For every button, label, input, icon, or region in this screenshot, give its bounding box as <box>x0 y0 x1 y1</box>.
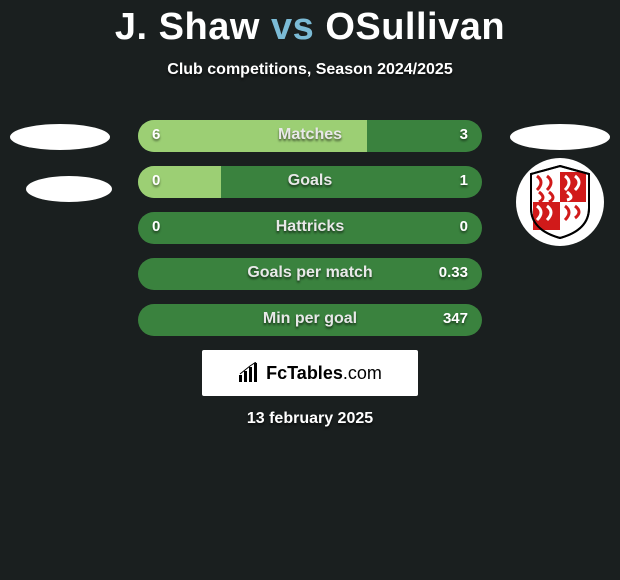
footer-date: 13 february 2025 <box>0 410 620 428</box>
brand-text-light: .com <box>343 363 382 383</box>
brand-logo[interactable]: FcTables.com <box>202 350 418 396</box>
vs-text: vs <box>271 6 314 48</box>
stat-label: Hattricks <box>138 212 482 244</box>
stat-label: Min per goal <box>138 304 482 336</box>
player1-name: J. Shaw <box>115 6 260 48</box>
player1-ellipse-bottom <box>26 176 112 202</box>
stat-row: Min per goal347 <box>138 304 482 336</box>
stat-bars: Matches63Goals01Hattricks00Goals per mat… <box>138 120 482 350</box>
stat-row: Goals0 1 <box>138 166 482 198</box>
stat-label: Matches <box>138 120 482 152</box>
stat-row: Matches6 3 <box>138 120 482 152</box>
stat-value-right: 1 <box>460 166 468 198</box>
player2-ellipse <box>510 124 610 150</box>
player2-badge <box>510 120 610 220</box>
stat-label: Goals <box>138 166 482 198</box>
stat-label: Goals per match <box>138 258 482 290</box>
stat-value-right: 3 <box>460 120 468 152</box>
stat-value-right: 0.33 <box>439 258 468 290</box>
stat-value-left: 6 <box>152 120 160 152</box>
player2-name: OSullivan <box>325 6 505 48</box>
stat-row: Goals per match0.33 <box>138 258 482 290</box>
stat-row: Hattricks0 0 <box>138 212 482 244</box>
player1-badge <box>10 120 110 220</box>
player2-crest <box>516 158 604 246</box>
brand-text: FcTables.com <box>266 363 382 384</box>
shield-icon <box>527 164 593 240</box>
stat-value-left: 0 <box>152 212 160 244</box>
comparison-card: J. Shaw vs OSullivan Club competitions, … <box>0 0 620 580</box>
stat-value-right: 347 <box>443 304 468 336</box>
stat-value-right: 0 <box>460 212 468 244</box>
brand-text-strong: FcTables <box>266 363 343 383</box>
page-title: J. Shaw vs OSullivan <box>0 0 620 49</box>
player1-ellipse-top <box>10 124 110 150</box>
bar-chart-icon <box>238 362 260 384</box>
stat-value-left: 0 <box>152 166 160 198</box>
subtitle: Club competitions, Season 2024/2025 <box>0 61 620 79</box>
